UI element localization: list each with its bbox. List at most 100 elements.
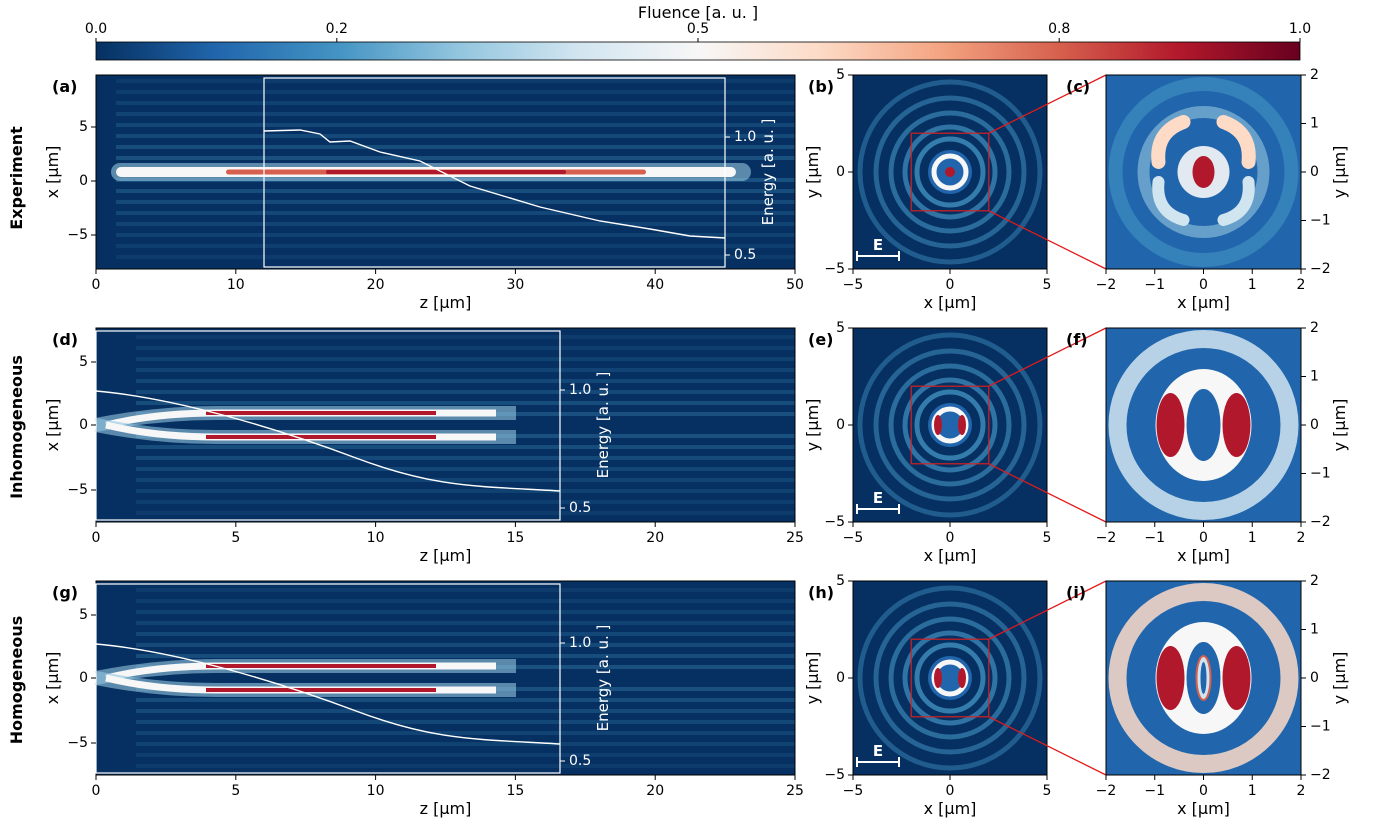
airy-ring [873,348,1027,502]
zoom-connector [988,580,1107,640]
tick-label: 5 [79,607,88,623]
panel-label: (d) [52,330,78,349]
outer-ring [1108,583,1299,773]
tick-label: 5 [79,354,88,370]
center-peak [1192,156,1215,188]
energy-tick-label: 1.0 [569,382,591,398]
tick-label: 5 [79,119,88,135]
tick-label: −5 [824,514,845,530]
energy-curve [95,643,561,745]
tick-label: 15 [506,783,524,799]
tick-label: 0 [1310,670,1319,686]
tick-label: −5 [843,530,864,546]
side-view-panel: 1.0 0.5 Energy [a. u. ] (g) 0 5 10 15 20 25 5 0 −5 z … [43,580,804,818]
colorbar-tick-label: 0.8 [1048,21,1070,37]
tick-label: 5 [836,320,845,336]
zoom-panel: (f) −2 −1 0 1 2 2 1 0 −1 −2 x [μm] y [μm] [1066,320,1349,565]
colorbar-tick-label: 0.5 [687,21,709,37]
tick-label: 15 [506,530,524,546]
tick-label: 2 [1310,67,1319,83]
tick-label: 10 [227,277,245,293]
tick-label: 0 [836,670,845,686]
colorbar-bar [95,41,1301,61]
outer-ring [1108,330,1299,520]
energy-axis-label: Energy [a. u. ] [759,119,777,226]
colorbar-tick-label: 0.0 [85,21,107,37]
side-view-image [96,328,795,522]
x-axis-label: z [μm] [420,293,472,312]
zoom-connector [988,327,1107,387]
y-axis-label: y [μm] [1330,399,1349,452]
zoom-connector [988,210,1107,270]
tick-label: −5 [67,735,88,751]
side-lobe [1152,176,1190,226]
tick-label: 1 [1310,116,1319,132]
tick-label: 5 [1043,277,1052,293]
tick-label: −5 [824,767,845,783]
tick-label: 1 [1310,369,1319,385]
tick-label: 0 [1199,530,1208,546]
tick-label: 25 [786,530,804,546]
side-view-frame [95,74,796,270]
tick-label: 0 [836,417,845,433]
colorbar-tick-label: 0.2 [326,21,348,37]
tick-label: 2 [1297,783,1306,799]
front-view-panel: E (h) −5 0 5 5 0 −5 x [μm] y [μm] [803,573,1051,818]
tick-label: 5 [836,67,845,83]
polarization-label: E [873,236,883,254]
airy-ring [857,79,1043,265]
tick-label: 0 [946,277,955,293]
zoom-panel: (i) −2 −1 0 1 2 2 1 0 −1 −2 x [μm] y [μm] [1066,573,1349,818]
front-view-panel: E (e) −5 0 5 5 0 −5 x [μm] y [μm] [803,320,1051,565]
tick-label: 0 [1310,417,1319,433]
tick-label: 5 [231,783,240,799]
airy-ring [902,377,998,473]
colorbar-tick-label: 1.0 [1289,21,1311,37]
zoom-connector [988,716,1107,776]
tick-label: 0 [79,173,88,189]
tick-label: −5 [843,277,864,293]
tick-label: 30 [506,277,524,293]
front-view-panel: E (b) −5 0 5 5 0 −5 x [μm] y [μm] [803,67,1051,312]
tick-label: 2 [1310,573,1319,589]
tick-label: 50 [786,277,804,293]
y-axis-label: y [μm] [803,652,822,705]
tick-label: −2 [1096,530,1117,546]
tick-label: 0 [92,530,101,546]
tick-label: 20 [646,530,664,546]
side-lobe [1216,115,1256,169]
panel-label: (e) [808,330,833,349]
tick-label: 40 [646,277,664,293]
tick-label: −1 [1310,213,1331,229]
energy-tick-label: 0.5 [569,753,591,769]
x-axis-label: z [μm] [420,799,472,818]
zoom-region-box [910,638,990,718]
center-dark [1186,389,1221,461]
tick-label: 0 [92,277,101,293]
side-view-panel: 1.0 0.5 Energy [a. u. ] (d) 0 5 10 15 20 25 5 0 −5 z … [43,327,804,565]
energy-curve [95,390,561,492]
zoom-connector [988,74,1107,134]
tick-label: −5 [67,227,88,243]
y-axis-label: x [μm] [43,399,62,452]
x-axis-label: x [μm] [924,546,977,565]
energy-axis-label: Energy [a. u. ] [594,625,612,732]
tick-label: 2 [1310,320,1319,336]
zoom-panel: (c) −2 −1 0 1 2 2 1 0 −1 −2 x [μm] y [μm] [1066,67,1349,312]
energy-tick-label: 0.5 [734,247,756,263]
tick-label: −1 [1144,530,1165,546]
tick-label: 2 [1297,277,1306,293]
lobe [934,668,942,688]
tick-label: −2 [1096,783,1117,799]
tick-label: 0 [79,670,88,686]
tick-label: −2 [1310,514,1331,530]
side-view-image [96,581,795,775]
tick-label: 1 [1310,622,1319,638]
colorbar: Fluence [a. u. ] 0.0 0.2 0.5 0.8 1.0 [85,3,1311,61]
tick-label: −2 [1310,767,1331,783]
tick-label: 0 [1310,164,1319,180]
airy-ring [857,585,1043,771]
zoom-connector [988,463,1107,523]
